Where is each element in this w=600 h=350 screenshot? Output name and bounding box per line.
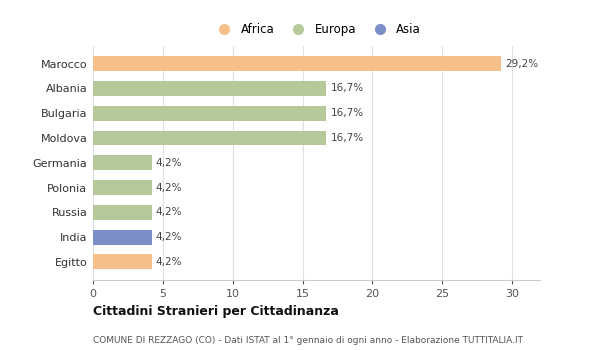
Text: 4,2%: 4,2% [156, 257, 182, 267]
Bar [93, 155, 152, 170]
Text: 4,2%: 4,2% [156, 232, 182, 242]
Text: 16,7%: 16,7% [331, 133, 364, 143]
Bar [93, 230, 152, 245]
Bar [93, 180, 152, 195]
Text: 4,2%: 4,2% [156, 183, 182, 193]
Text: Cittadini Stranieri per Cittadinanza: Cittadini Stranieri per Cittadinanza [93, 305, 339, 318]
Bar [93, 254, 152, 270]
Bar [93, 81, 326, 96]
Bar [93, 106, 326, 121]
Text: 4,2%: 4,2% [156, 158, 182, 168]
Text: 4,2%: 4,2% [156, 207, 182, 217]
Text: 16,7%: 16,7% [331, 83, 364, 93]
Bar [93, 205, 152, 220]
Text: COMUNE DI REZZAGO (CO) - Dati ISTAT al 1° gennaio di ogni anno - Elaborazione TU: COMUNE DI REZZAGO (CO) - Dati ISTAT al 1… [93, 336, 523, 345]
Legend: Africa, Europa, Asia: Africa, Europa, Asia [208, 19, 425, 41]
Bar [93, 56, 501, 71]
Text: 29,2%: 29,2% [505, 58, 538, 69]
Bar [93, 131, 326, 145]
Text: 16,7%: 16,7% [331, 108, 364, 118]
